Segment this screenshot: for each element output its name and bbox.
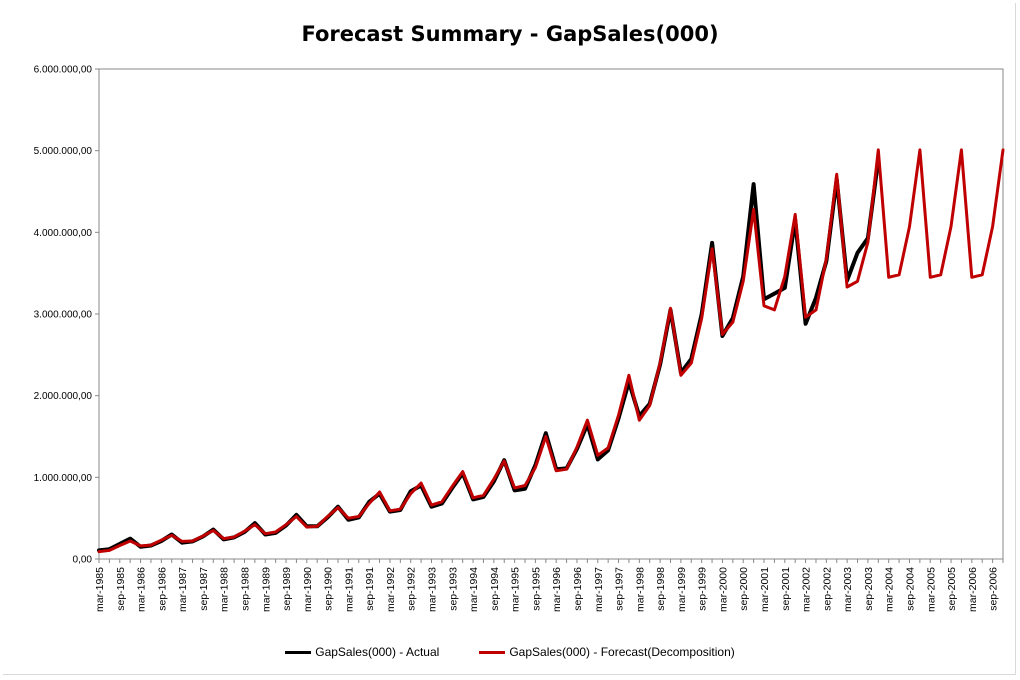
x-tick-label: sep-2005 [946,567,958,611]
chart-title: Forecast Summary - GapSales(000) [301,22,719,46]
x-tick-label: mar-1999 [676,567,688,612]
x-tick-label: mar-2005 [925,567,937,612]
x-tick-label: mar-2000 [717,567,729,612]
x-tick-label: sep-2006 [988,567,1000,611]
x-tick-label: sep-2002 [821,567,833,611]
x-tick-label: mar-1998 [634,567,646,612]
x-tick-label: mar-1988 [219,567,231,612]
x-tick-label: mar-1991 [343,567,355,612]
x-tick-label: mar-1990 [302,567,314,612]
x-tick-label: sep-2003 [863,567,875,611]
x-tick-label: mar-2001 [759,567,771,612]
y-tick-label: 1.000.000,00 [34,473,93,484]
x-tick-label: sep-1985 [115,567,127,611]
legend-item-actual: GapSales(000) - Actual [285,645,439,659]
y-tick-label: 4.000.000,00 [34,228,93,239]
series-forecast-line [97,148,1005,554]
x-tick-label: sep-2004 [904,567,916,611]
plot-area [98,68,1004,560]
y-tick-label: 0,00 [73,555,93,566]
x-tick-label: mar-1997 [593,567,605,612]
x-tick-label: mar-1989 [260,567,272,612]
legend-item-forecast: GapSales(000) - Forecast(Decomposition) [479,645,735,659]
x-tick-label: sep-1992 [406,567,418,611]
x-tick-label: sep-1986 [156,567,168,611]
x-tick-label: mar-2004 [884,567,896,612]
x-tick-label: sep-1994 [489,567,501,611]
x-tick-label: sep-1993 [447,567,459,611]
x-tick-label: sep-1990 [323,567,335,611]
chart-frame [3,3,1016,675]
chart-legend: GapSales(000) - Actual GapSales(000) - F… [0,645,1020,659]
x-tick-label: mar-1992 [385,567,397,612]
legend-swatch-actual [285,650,312,654]
x-tick-label: sep-1988 [239,567,251,611]
legend-label-forecast: GapSales(000) - Forecast(Decomposition) [509,645,735,659]
x-tick-label: mar-2006 [967,567,979,612]
y-tick-label: 5.000.000,00 [34,146,93,157]
legend-label-actual: GapSales(000) - Actual [315,645,440,659]
legend-swatch-forecast [479,650,506,654]
x-tick-label: sep-1991 [364,567,376,611]
x-tick-label: sep-1995 [530,567,542,611]
x-tick-label: mar-2003 [842,567,854,612]
x-tick-label: mar-1986 [136,567,148,612]
x-tick-label: sep-2000 [738,567,750,611]
x-tick-label: mar-1987 [177,567,189,612]
x-tick-label: mar-2002 [801,567,813,612]
x-tick-label: mar-1993 [427,567,439,612]
series-actual-line [97,157,881,553]
x-tick-label: mar-1994 [468,567,480,612]
x-tick-label: sep-1996 [572,567,584,611]
x-tick-label: sep-1998 [655,567,667,611]
y-tick-label: 3.000.000,00 [34,310,93,321]
x-tick-label: sep-1987 [198,567,210,611]
x-tick-label: sep-2001 [780,567,792,611]
x-tick-label: sep-1997 [614,567,626,611]
x-tick-label: sep-1989 [281,567,293,611]
x-tick-label: mar-1996 [551,567,563,612]
x-tick-label: sep-1999 [697,567,709,611]
y-tick-label: 6.000.000,00 [34,65,93,76]
x-tick-label: mar-1995 [510,567,522,612]
y-tick-label: 2.000.000,00 [34,391,93,402]
x-tick-label: mar-1985 [94,567,106,612]
